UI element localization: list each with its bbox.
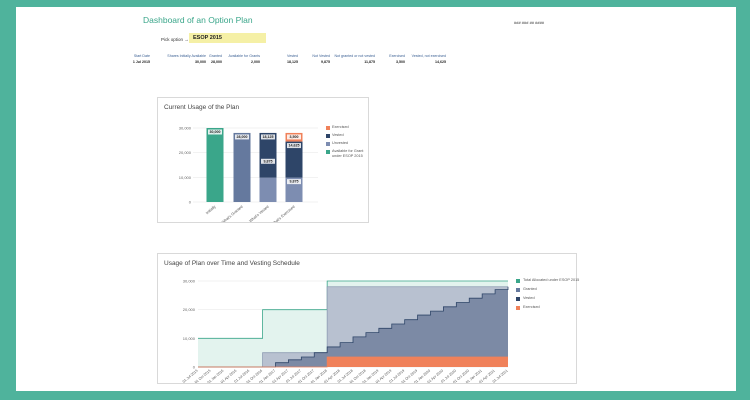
y-tick-label: 20,000 bbox=[183, 307, 196, 312]
stat-7: Exercised 3,500 bbox=[349, 44, 405, 65]
legend-swatch bbox=[326, 126, 330, 130]
svg-text:30,000: 30,000 bbox=[210, 130, 221, 134]
dashboard-title: Dashboard of an Option Plan bbox=[143, 15, 253, 25]
legend-swatch bbox=[326, 134, 330, 138]
top-right-text: ### ### ## #### bbox=[514, 20, 545, 25]
legend-label: Vested bbox=[523, 296, 535, 300]
bar-available bbox=[206, 128, 224, 202]
stat-header: Shares Initially Available bbox=[167, 54, 206, 58]
legend-item: Available for Grant under ESOP 2015 bbox=[326, 149, 366, 158]
svg-text:14,625: 14,625 bbox=[289, 144, 300, 148]
pick-option-select[interactable]: ESOP 2015 bbox=[189, 33, 266, 43]
legend-swatch bbox=[516, 279, 520, 283]
legend-swatch bbox=[326, 142, 330, 146]
chart-title: Usage of Plan over Time and Vesting Sche… bbox=[164, 260, 300, 267]
legend-item: Exercised bbox=[326, 125, 366, 130]
y-tick-label: 0 bbox=[189, 200, 192, 205]
stat-header: Vested, not exercised bbox=[411, 54, 446, 58]
legend-label: Granted bbox=[523, 287, 537, 291]
stat-6: Not granted or not vested 11,875 bbox=[319, 44, 375, 65]
stat-1: Shares Initially Available 30,000 bbox=[150, 44, 206, 65]
stat-2: Granted 28,000 bbox=[166, 44, 222, 65]
stat-5: Not Vested 9,875 bbox=[274, 44, 330, 65]
stat-header: Granted bbox=[209, 54, 222, 58]
y-tick-label: 30,000 bbox=[183, 279, 196, 284]
x-tick-label: Initially bbox=[205, 205, 217, 216]
data-label: 28,000 bbox=[235, 134, 249, 140]
bar-unvested bbox=[259, 177, 277, 202]
legend-item: Total Allocated under ESOP 2015 bbox=[516, 278, 580, 283]
current-usage-chart: Current Usage of the Plan 0 10,000 20,000 3… bbox=[157, 97, 369, 223]
stat-0: Start Date 1 Jul 2015 bbox=[94, 44, 150, 65]
stat-header: Vested bbox=[287, 54, 298, 58]
area-exercised bbox=[198, 356, 508, 367]
bar-chart-plot: 0 10,000 20,000 30,000 Initially What's Grant… bbox=[179, 126, 318, 222]
bar-vested bbox=[259, 132, 277, 178]
line-vested bbox=[198, 286, 509, 368]
legend-swatch bbox=[516, 288, 520, 292]
svg-text:28,000: 28,000 bbox=[237, 135, 248, 139]
svg-text:18,125: 18,125 bbox=[263, 135, 274, 139]
legend-label: Available for Grant under ESOP 2015 bbox=[332, 149, 364, 158]
data-label: 9,875 bbox=[287, 179, 301, 185]
stat-value: 18,125 bbox=[287, 60, 298, 64]
stat-value: 3,500 bbox=[396, 60, 405, 64]
x-tick-label: What's Vested bbox=[249, 205, 270, 222]
legend-item: Granted bbox=[516, 287, 578, 292]
stat-8: Vested, not exercised 14,625 bbox=[390, 44, 446, 65]
svg-text:9,875: 9,875 bbox=[264, 159, 273, 163]
svg-text:9,875: 9,875 bbox=[290, 180, 299, 184]
y-tick-label: 20,000 bbox=[179, 150, 192, 155]
data-label: 30,000 bbox=[208, 129, 222, 135]
bar-granted bbox=[233, 132, 251, 202]
stat-value: 30,000 bbox=[195, 60, 206, 64]
stat-value: 28,000 bbox=[211, 60, 222, 64]
svg-text:3,500: 3,500 bbox=[290, 135, 299, 139]
line-total bbox=[198, 280, 508, 339]
legend-label: Exercised bbox=[523, 305, 540, 309]
legend-swatch bbox=[516, 297, 520, 301]
stat-header: Not Vested bbox=[312, 54, 330, 58]
area-vested bbox=[198, 286, 508, 367]
legend-item: Vested bbox=[516, 296, 578, 301]
data-label: 18,125 bbox=[261, 134, 275, 140]
y-tick-label: 10,000 bbox=[183, 336, 196, 341]
stat-value: 9,875 bbox=[321, 60, 330, 64]
legend-swatch bbox=[516, 306, 520, 310]
data-label: 14,625 bbox=[287, 143, 301, 149]
spreadsheet-sheet: Dashboard of an Option Plan ### ### ## #… bbox=[16, 7, 736, 391]
x-tick-label: What's Granted bbox=[221, 205, 244, 222]
usage-over-time-chart: Usage of Plan over Time and Vesting Sche… bbox=[157, 253, 580, 384]
stat-4: Vested 18,125 bbox=[242, 44, 298, 65]
y-tick-label: 10,000 bbox=[179, 175, 192, 180]
legend-label: Total Allocated under ESOP 2015 bbox=[523, 278, 580, 282]
stat-3: Available for Grants 2,000 bbox=[204, 44, 261, 65]
line-exercised bbox=[198, 356, 508, 368]
legend-label: Vested bbox=[332, 133, 344, 137]
stat-value: 11,875 bbox=[364, 60, 375, 64]
stat-value: 1 Jul 2015 bbox=[132, 60, 150, 64]
stat-value: 2,000 bbox=[251, 60, 260, 64]
pick-option-label: Pick option → bbox=[161, 37, 189, 42]
stat-header: Exercised bbox=[389, 54, 405, 58]
bar-vested bbox=[285, 141, 303, 178]
chart-title: Current Usage of the Plan bbox=[164, 104, 240, 111]
legend-swatch bbox=[326, 150, 330, 154]
stat-header: Not granted or not vested bbox=[334, 54, 375, 58]
y-tick-label: 0 bbox=[193, 365, 196, 370]
legend-label: Exercised bbox=[332, 125, 349, 129]
x-tick-label: What's Exercised bbox=[271, 205, 296, 222]
data-label: 9,875 bbox=[261, 158, 275, 164]
legend-item: Exercised bbox=[516, 305, 578, 310]
legend-label: Unvested bbox=[332, 141, 349, 145]
stat-value: 14,625 bbox=[435, 60, 446, 64]
stat-header: Available for Grants bbox=[228, 54, 261, 58]
legend-item: Vested bbox=[326, 133, 366, 138]
stat-header: Start Date bbox=[133, 54, 150, 58]
legend-item: Unvested bbox=[326, 141, 366, 146]
data-label: 3,500 bbox=[287, 134, 301, 140]
y-tick-label: 30,000 bbox=[179, 126, 192, 131]
